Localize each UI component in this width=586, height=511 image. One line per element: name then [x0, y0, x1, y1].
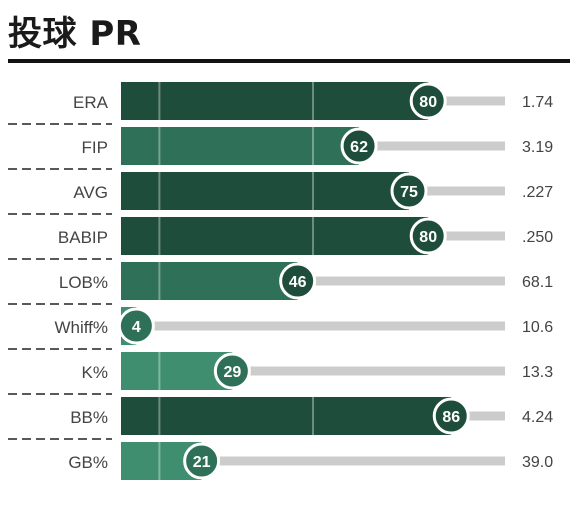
percentile-value: 62	[350, 139, 368, 156]
stat-value: .227	[522, 184, 553, 201]
bar-track	[428, 96, 505, 106]
bar-track	[451, 411, 505, 421]
stat-value: 1.74	[522, 94, 553, 111]
stat-value: 39.0	[522, 454, 553, 471]
bar	[121, 397, 452, 435]
stat-value: 68.1	[522, 274, 553, 291]
bar-track	[359, 141, 505, 151]
bar	[121, 172, 409, 210]
bar	[121, 217, 429, 255]
percentile-value: 80	[419, 94, 437, 111]
stat-value: 3.19	[522, 139, 553, 156]
percentile-badge	[213, 352, 251, 390]
percentile-badge	[390, 172, 428, 210]
category-label: AVG	[73, 183, 108, 202]
category-label: ERA	[73, 93, 109, 112]
stat-value: .250	[522, 229, 553, 246]
percentile-badge	[117, 307, 155, 345]
category-label: BB%	[70, 408, 108, 427]
bar-track	[297, 276, 505, 286]
stat-value: 10.6	[522, 319, 553, 336]
category-label: LOB%	[59, 273, 108, 292]
percentile-value: 21	[193, 454, 211, 471]
bar	[121, 352, 233, 390]
bar	[121, 127, 360, 165]
percentile-badge	[183, 442, 221, 480]
percentile-value: 75	[400, 184, 418, 201]
percentile-value: 86	[442, 409, 460, 426]
category-label: Whiff%	[54, 318, 108, 337]
percentile-value: 80	[419, 229, 437, 246]
stat-value: 13.3	[522, 364, 553, 381]
percentile-value: 29	[223, 364, 241, 381]
category-label: FIP	[82, 138, 108, 157]
percentile-badge	[409, 82, 447, 120]
bar-track	[201, 456, 505, 466]
percentile-badge	[432, 397, 470, 435]
percentile-value: 4	[132, 319, 141, 336]
title-divider	[8, 59, 570, 63]
bar-track	[409, 186, 505, 196]
page-title: 投球 PR	[8, 14, 142, 54]
percentile-badge	[340, 127, 378, 165]
percentile-badge	[409, 217, 447, 255]
category-label: BABIP	[58, 228, 108, 247]
category-label: GB%	[68, 453, 108, 472]
bar	[121, 82, 429, 120]
bar-track	[136, 321, 506, 331]
percentile-value: 46	[289, 274, 307, 291]
bar-track	[428, 231, 505, 241]
stat-value: 4.24	[522, 409, 553, 426]
percentile-badge	[279, 262, 317, 300]
category-label: K%	[82, 363, 108, 382]
bar	[121, 262, 298, 300]
bar-track	[232, 366, 506, 376]
